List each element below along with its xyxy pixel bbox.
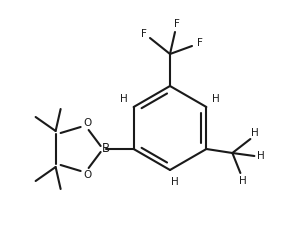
Text: F: F (197, 38, 203, 48)
Text: H: H (171, 177, 179, 187)
Text: H: H (257, 151, 265, 161)
Text: H: H (120, 94, 127, 104)
Text: O: O (84, 118, 92, 128)
Text: F: F (141, 29, 147, 39)
Text: O: O (84, 170, 92, 180)
Text: B: B (102, 142, 110, 155)
Text: F: F (174, 19, 180, 29)
Text: H: H (212, 94, 220, 104)
Text: H: H (239, 176, 247, 186)
Text: H: H (251, 128, 259, 138)
